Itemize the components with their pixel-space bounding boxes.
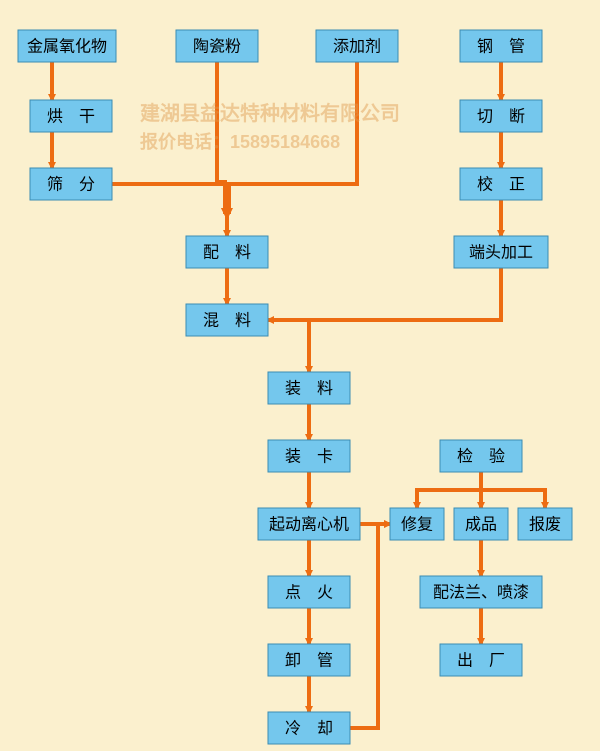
node-mixing: 混 料	[186, 304, 268, 336]
node-scrap: 报废	[518, 508, 572, 540]
node-ignition-label: 点 火	[285, 584, 333, 602]
node-scrap-label: 报废	[529, 516, 561, 534]
node-ceramic-label: 陶瓷粉	[193, 38, 241, 56]
node-flange_paint-label: 配法兰、喷漆	[433, 584, 529, 602]
node-cooling-label: 冷 却	[285, 720, 333, 738]
node-steel_pipe-label: 钢 管	[477, 38, 525, 56]
node-centrifuge-label: 起动离心机	[269, 516, 349, 534]
arrow-a11	[268, 268, 501, 320]
node-clamping: 装 卡	[268, 440, 350, 472]
node-straighten-label: 校 正	[477, 176, 525, 194]
node-metal_oxide: 金属氧化物	[18, 30, 116, 62]
node-ship-label: 出 厂	[457, 652, 505, 670]
watermark-line1: 建湖县益达特种材料有限公司	[140, 101, 400, 125]
node-metal_oxide-label: 金属氧化物	[27, 38, 107, 56]
node-batching: 配 料	[186, 236, 268, 268]
node-sieving: 筛 分	[30, 168, 112, 200]
node-steel_pipe: 钢 管	[460, 30, 542, 62]
node-cutting-label: 切 断	[477, 108, 525, 126]
node-clamping-label: 装 卡	[285, 448, 333, 466]
node-ignition: 点 火	[268, 576, 350, 608]
flowchart: 金属氧化物烘 干筛 分 陶瓷粉 添加剂 钢 管切 断校 正端头加工 配 料混 料装 料装…	[0, 0, 600, 751]
node-cooling: 冷 却	[268, 712, 350, 744]
node-centrifuge: 起动离心机	[258, 508, 360, 540]
node-drying: 烘 干	[30, 100, 112, 132]
node-flange_paint: 配法兰、喷漆	[420, 576, 542, 608]
node-sieving-label: 筛 分	[47, 175, 95, 194]
arrow-a18	[350, 524, 390, 728]
node-batching-label: 配 料	[203, 244, 251, 262]
node-ceramic: 陶瓷粉	[176, 30, 258, 62]
arrow-a22	[481, 472, 545, 508]
node-end_proc-label: 端头加工	[469, 244, 533, 262]
node-mixing-label: 混 料	[203, 312, 251, 330]
node-unload: 卸 管	[268, 644, 350, 676]
node-loading: 装 料	[268, 372, 350, 404]
node-finished: 成品	[454, 508, 508, 540]
node-repair: 修复	[390, 508, 444, 540]
watermark-line2: 报价电话：15895184668	[140, 131, 340, 152]
watermark: 建湖县益达特种材料有限公司 报价电话：15895184668	[140, 101, 400, 152]
node-ship: 出 厂	[440, 644, 522, 676]
node-additive-label: 添加剂	[333, 38, 381, 56]
node-unload-label: 卸 管	[285, 652, 333, 670]
node-additive: 添加剂	[316, 30, 398, 62]
node-loading-label: 装 料	[285, 380, 333, 398]
arrow-a20	[417, 472, 481, 508]
arrow-a3	[112, 184, 225, 214]
node-drying-label: 烘 干	[47, 108, 95, 126]
node-inspect-label: 检 验	[457, 448, 505, 466]
node-end_proc: 端头加工	[454, 236, 548, 268]
node-inspect: 检 验	[440, 440, 522, 472]
node-straighten: 校 正	[460, 168, 542, 200]
node-repair-label: 修复	[401, 516, 433, 534]
node-cutting: 切 断	[460, 100, 542, 132]
node-finished-label: 成品	[465, 516, 497, 534]
